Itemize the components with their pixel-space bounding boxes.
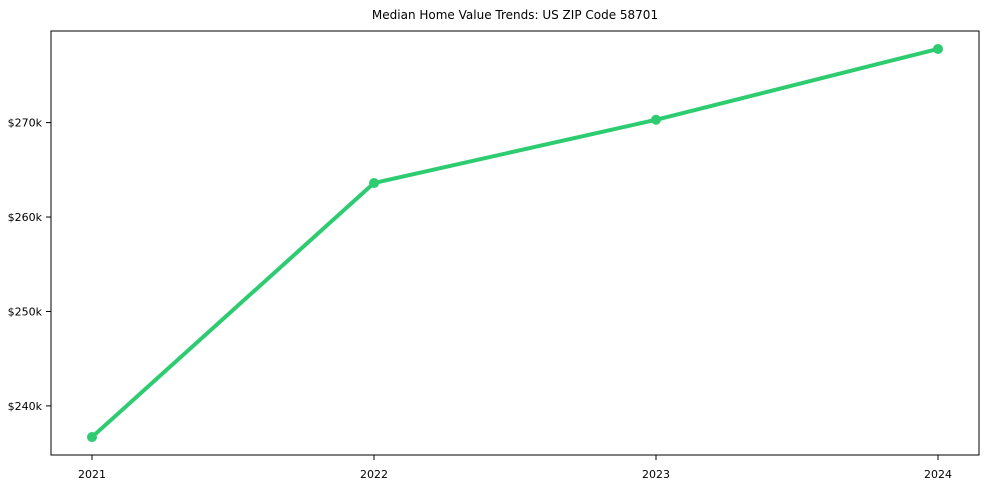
data-point-marker xyxy=(933,43,943,54)
plot-area-border xyxy=(50,30,980,456)
chart-title: Median Home Value Trends: US ZIP Code 58… xyxy=(371,8,659,22)
x-axis-tick-label: 2021 xyxy=(78,468,106,481)
data-point-marker xyxy=(87,432,97,443)
x-axis-tick-label: 2024 xyxy=(924,468,952,481)
y-axis-tick-label: $250k xyxy=(8,305,43,318)
data-point-marker xyxy=(369,178,379,189)
y-axis-tick-label: $260k xyxy=(8,211,43,224)
x-axis-tick-label: 2023 xyxy=(642,468,670,481)
y-axis-tick-label: $240k xyxy=(8,400,43,413)
series-line xyxy=(90,46,940,440)
x-axis-tick-label: 2022 xyxy=(360,468,388,481)
y-axis-tick-label: $270k xyxy=(8,117,43,130)
data-point-marker xyxy=(651,114,661,125)
